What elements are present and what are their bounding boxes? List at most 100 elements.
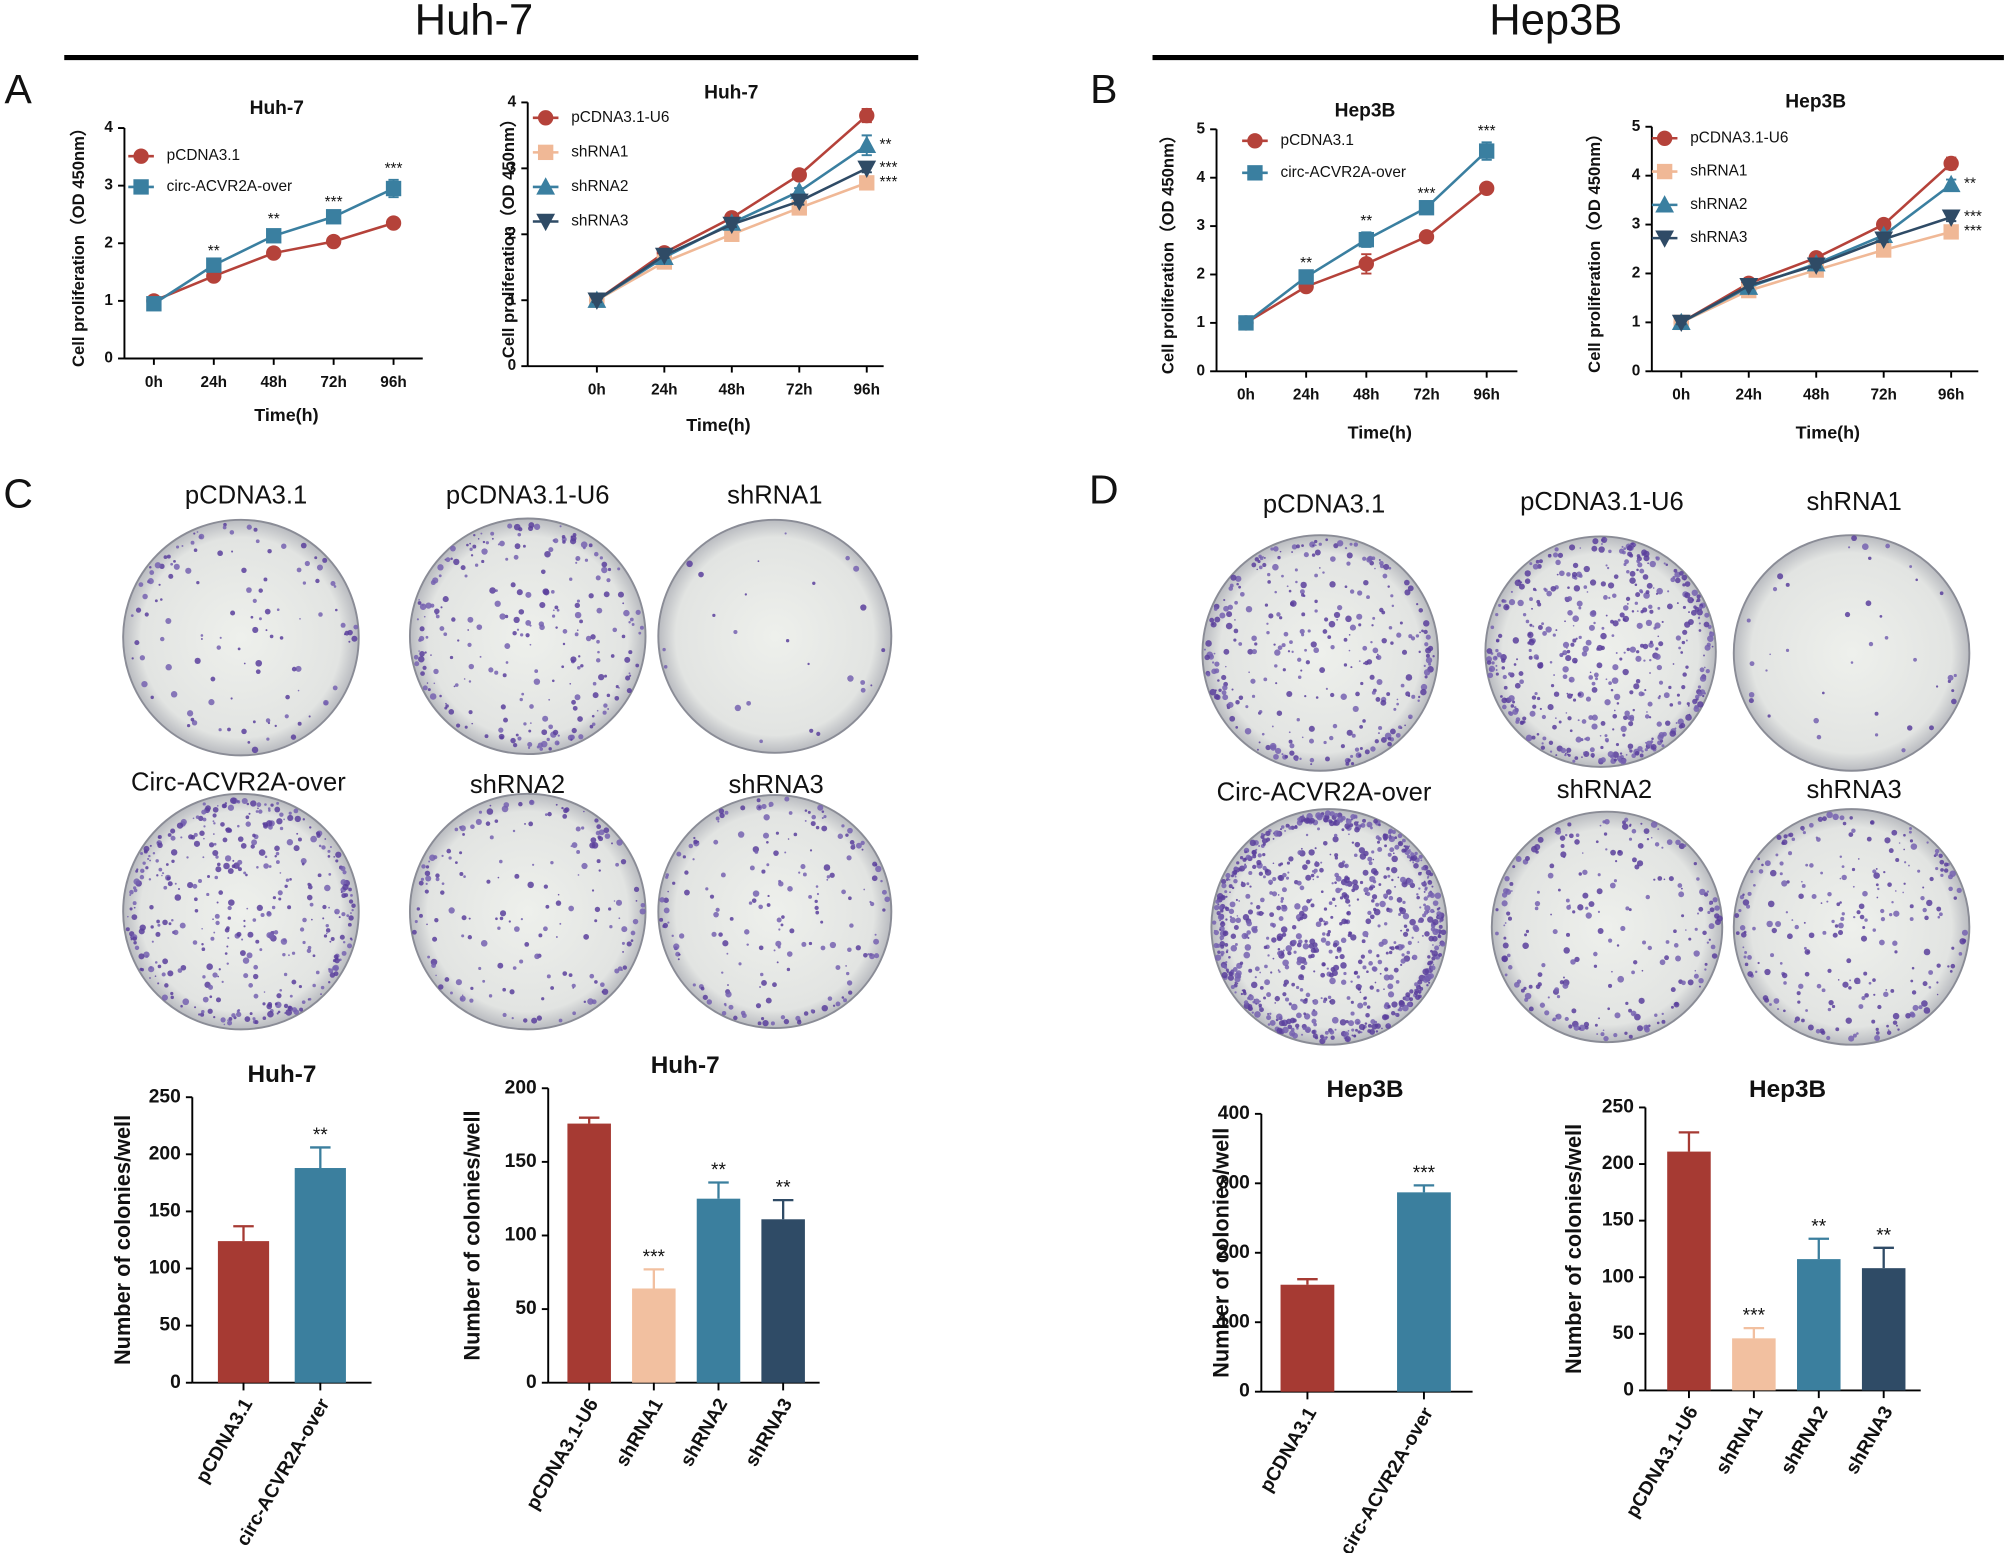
bar xyxy=(1397,1192,1451,1392)
colony xyxy=(1411,936,1414,939)
colony xyxy=(1260,897,1265,903)
colony xyxy=(514,926,520,932)
colony xyxy=(592,681,597,686)
colony xyxy=(1332,836,1339,843)
colony xyxy=(1230,945,1238,952)
colony xyxy=(1841,865,1845,868)
colony xyxy=(1264,964,1268,969)
colony xyxy=(306,948,312,954)
colony xyxy=(1612,593,1617,598)
colony xyxy=(1562,650,1568,656)
colony xyxy=(1285,997,1290,1002)
colony xyxy=(187,882,194,889)
colony xyxy=(219,636,222,639)
colony xyxy=(498,733,505,740)
colony xyxy=(1360,1031,1363,1034)
colony xyxy=(1234,875,1237,878)
colony xyxy=(282,952,286,957)
colony xyxy=(1909,904,1914,909)
colony xyxy=(574,611,582,619)
colony xyxy=(1495,931,1499,936)
colony xyxy=(135,607,142,613)
colony xyxy=(1282,1026,1289,1034)
colony xyxy=(1658,641,1664,647)
colony xyxy=(147,578,154,585)
colony xyxy=(1503,599,1507,603)
colony xyxy=(302,940,306,945)
colony xyxy=(1284,829,1287,832)
colony xyxy=(1636,622,1643,629)
colony xyxy=(1577,904,1584,911)
colony xyxy=(1758,869,1764,874)
colony xyxy=(556,608,560,612)
colony xyxy=(1567,610,1573,616)
colony xyxy=(1357,1002,1364,1009)
colony xyxy=(1396,632,1402,638)
colony xyxy=(1242,857,1247,862)
colony xyxy=(1591,545,1598,552)
colony xyxy=(1383,875,1388,879)
colony xyxy=(256,904,263,912)
colony xyxy=(1541,714,1547,720)
colony xyxy=(174,894,182,901)
colony xyxy=(571,842,578,848)
colony xyxy=(469,998,474,1003)
colony xyxy=(1319,567,1321,569)
colony xyxy=(1837,979,1840,981)
colony xyxy=(692,858,695,861)
colony xyxy=(603,591,610,598)
colony xyxy=(1625,754,1628,756)
colony xyxy=(144,612,149,617)
colony xyxy=(1803,946,1807,950)
colony xyxy=(594,980,598,984)
colony xyxy=(1215,694,1221,701)
colony xyxy=(746,943,749,946)
colony xyxy=(347,943,353,949)
colony xyxy=(1565,655,1572,662)
colony xyxy=(633,886,640,892)
colony xyxy=(1226,877,1230,881)
colony xyxy=(1386,907,1390,911)
colony xyxy=(1352,879,1358,886)
colony xyxy=(1572,759,1576,763)
colony xyxy=(1628,837,1633,841)
colony xyxy=(1640,822,1643,825)
colony xyxy=(1272,563,1279,571)
colony xyxy=(1826,1035,1831,1041)
colony xyxy=(756,798,761,803)
colony xyxy=(1221,963,1226,968)
colony xyxy=(457,639,460,642)
colony xyxy=(214,875,219,880)
colony xyxy=(1366,970,1369,974)
colony xyxy=(275,851,280,856)
colony xyxy=(466,543,469,547)
colony xyxy=(1421,629,1424,633)
colony xyxy=(1591,681,1596,686)
colony xyxy=(1409,851,1412,853)
colony xyxy=(1605,614,1608,617)
colony xyxy=(1348,931,1352,935)
colony xyxy=(1565,932,1571,937)
colony xyxy=(1775,853,1779,857)
colony xyxy=(1341,828,1345,832)
colony xyxy=(1537,836,1544,843)
colony xyxy=(524,822,526,825)
y-tick-label: 50 xyxy=(159,1315,180,1336)
colony xyxy=(1309,938,1316,945)
colony xyxy=(1345,882,1349,887)
colony xyxy=(1289,1030,1296,1037)
colony xyxy=(1346,729,1353,736)
x-axis-label: Time(h) xyxy=(254,405,318,425)
x-tick-label: 0h xyxy=(588,382,606,399)
colony xyxy=(206,892,210,897)
colony xyxy=(1487,672,1494,679)
colony xyxy=(1568,833,1574,839)
colony xyxy=(1866,836,1872,842)
colony xyxy=(339,934,345,940)
colony xyxy=(1631,828,1637,834)
colony xyxy=(1314,573,1318,578)
colony xyxy=(588,593,594,599)
colony xyxy=(1703,666,1706,669)
colony xyxy=(266,911,272,917)
colony xyxy=(1396,702,1400,706)
